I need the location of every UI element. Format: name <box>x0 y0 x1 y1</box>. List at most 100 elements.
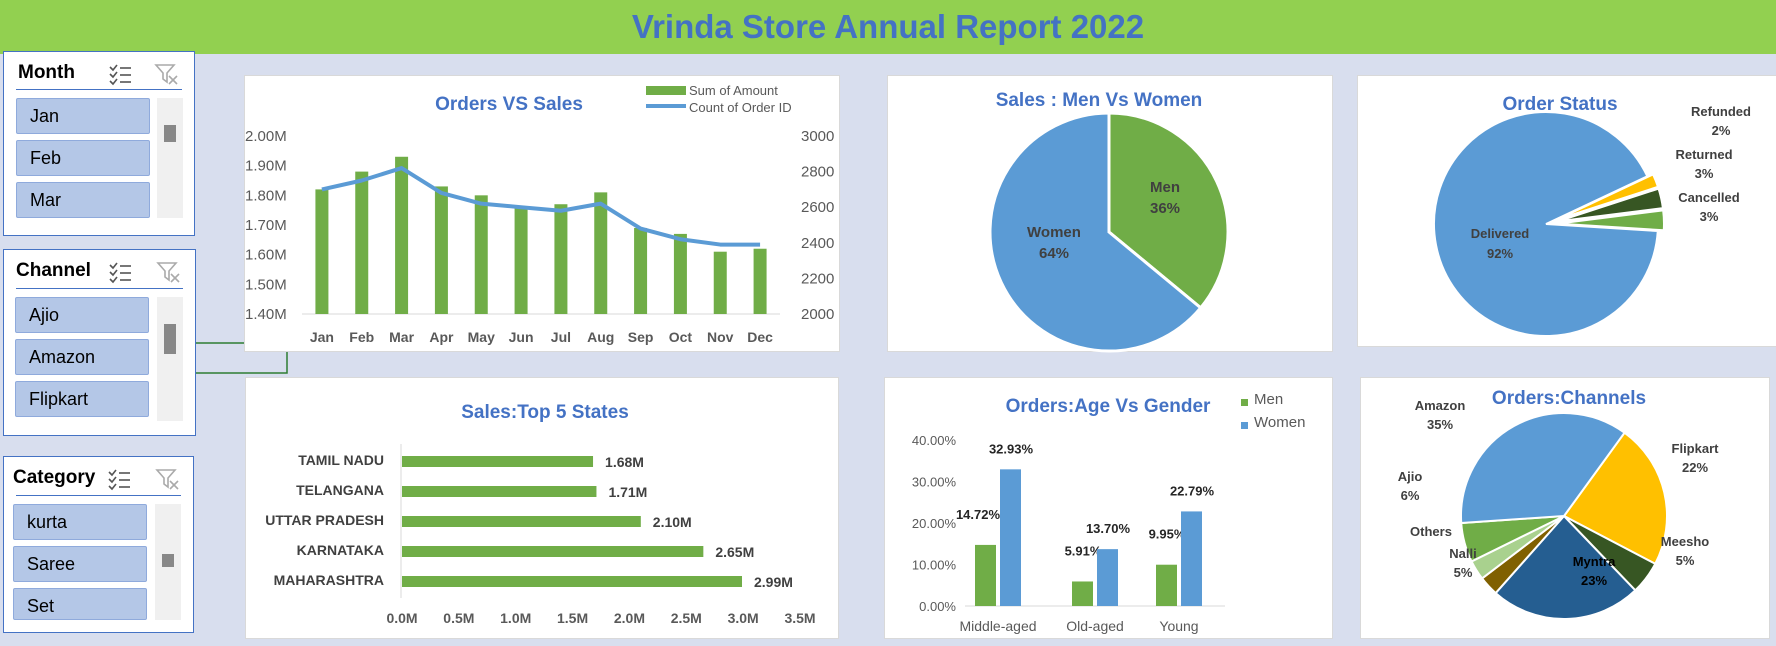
y-tick-label: 40.00% <box>912 433 957 448</box>
y-tick-label: 1.60M <box>245 247 287 264</box>
bar <box>975 544 996 606</box>
x-tick-label: 3.0M <box>728 610 759 626</box>
x-tick-label: Nov <box>707 329 734 345</box>
pie-slice <box>1557 187 1664 223</box>
slicer-divider <box>16 288 183 289</box>
slice-pct: 64% <box>1039 245 1069 262</box>
slice-pct: 3% <box>1695 166 1714 181</box>
slice-label: Men <box>1150 179 1180 196</box>
x-tick-label: 2.0M <box>614 610 645 626</box>
bar <box>1097 549 1118 606</box>
slicer-item-set[interactable]: Set <box>13 588 147 620</box>
slicer-scrollbar[interactable] <box>157 297 183 421</box>
multi-select-icon[interactable] <box>108 62 132 86</box>
x-tick-label: Jan <box>310 329 334 345</box>
slice-label: Refunded <box>1691 104 1751 119</box>
x-tick-label: Aug <box>587 329 614 345</box>
slice-pct: 2% <box>1712 123 1731 138</box>
legend-swatch <box>1241 399 1248 406</box>
chart-title: Orders VS Sales <box>435 94 583 115</box>
multi-select-icon[interactable] <box>108 260 132 284</box>
chart-title: Order Status <box>1502 94 1617 115</box>
slice-label: Myntra <box>1573 554 1616 569</box>
x-tick-label: 0.0M <box>386 610 417 626</box>
x-tick-label: 2.5M <box>671 610 702 626</box>
bar <box>1181 511 1202 606</box>
slicer-scrollbar[interactable] <box>157 98 183 218</box>
x-tick-label: Feb <box>349 329 374 345</box>
men-vs-women-card: Sales : Men Vs Women Men 36% Women 64% <box>887 75 1333 353</box>
slice-label: Others <box>1410 524 1452 539</box>
legend-swatch <box>646 86 686 95</box>
slice-label: Ajio <box>1398 469 1423 484</box>
bar <box>315 189 329 314</box>
clear-filter-icon[interactable] <box>154 62 178 86</box>
x-tick-label: Jul <box>551 329 571 345</box>
legend-label: Men <box>1254 391 1283 408</box>
chart-title: Sales:Top 5 States <box>461 402 629 423</box>
x-tick-label: Oct <box>669 329 693 345</box>
slice-pct: 5% <box>1454 565 1473 580</box>
legend-label: Sum of Amount <box>689 83 778 98</box>
x-tick-label: 3.5M <box>784 610 815 626</box>
order-status-card: Order Status Delivered 92% Cancelled 3% Retur… <box>1357 75 1776 347</box>
data-label: 2.99M <box>754 574 793 590</box>
category-label: UTTAR PRADESH <box>265 512 384 528</box>
scrollbar-thumb[interactable] <box>162 554 174 567</box>
x-tick-label: Jun <box>509 329 534 345</box>
y2-tick-label: 2800 <box>801 164 834 181</box>
bar <box>1156 564 1177 606</box>
x-tick-label: Apr <box>429 329 454 345</box>
slice-pct: 3% <box>1700 209 1719 224</box>
slice-pct: 6% <box>1401 488 1420 503</box>
bar <box>474 195 488 314</box>
y2-tick-label: 2200 <box>801 270 834 287</box>
clear-filter-icon[interactable] <box>156 260 180 284</box>
slice-label: Cancelled <box>1678 190 1739 205</box>
y2-tick-label: 3000 <box>801 128 834 145</box>
pie-slice <box>988 111 1203 353</box>
legend-label: Women <box>1254 414 1305 431</box>
multi-select-icon[interactable] <box>107 467 131 491</box>
slicer-item-saree[interactable]: Saree <box>13 546 147 582</box>
month-slicer-title: Month <box>18 62 75 83</box>
slicer-scrollbar[interactable] <box>155 504 181 620</box>
y-tick-label: 1.90M <box>245 158 287 175</box>
top-states-card: Sales:Top 5 States TAMIL NADU 1.68M TELANGA… <box>245 377 839 639</box>
data-label: 2.65M <box>715 544 754 560</box>
y-tick-label: 2.00M <box>245 128 287 145</box>
slicer-item-amazon[interactable]: Amazon <box>15 339 149 375</box>
y-tick-label: 1.80M <box>245 187 287 204</box>
slicer-item-ajio[interactable]: Ajio <box>15 297 149 333</box>
y-tick-label: 1.50M <box>245 276 287 293</box>
bar <box>434 186 448 314</box>
slicer-item-feb[interactable]: Feb <box>16 140 150 176</box>
data-label: 1.68M <box>605 454 644 470</box>
x-tick-label: Sep <box>628 329 654 345</box>
slice-pct: 22% <box>1682 460 1708 475</box>
category-label: TELANGANA <box>296 482 384 498</box>
slicer-item-flipkart[interactable]: Flipkart <box>15 381 149 417</box>
bar <box>402 486 597 497</box>
clear-filter-icon[interactable] <box>155 467 179 491</box>
slicer-item-jan[interactable]: Jan <box>16 98 150 134</box>
pie-slice <box>1556 173 1660 221</box>
x-tick-label: 1.0M <box>500 610 531 626</box>
slice-pct: 23% <box>1581 573 1607 588</box>
slice-label: Amazon <box>1415 398 1466 413</box>
bar <box>402 516 641 527</box>
slicer-item-kurta[interactable]: kurta <box>13 504 147 540</box>
data-label: 9.95% <box>1149 527 1186 542</box>
scrollbar-thumb[interactable] <box>164 324 176 354</box>
slicer-divider <box>16 495 181 496</box>
y-tick-label: 20.00% <box>912 516 957 531</box>
month-slicer: Month Jan Feb Mar <box>3 51 195 236</box>
x-tick-label: Dec <box>747 329 773 345</box>
slicer-item-mar[interactable]: Mar <box>16 182 150 218</box>
bar <box>594 192 608 314</box>
slice-pct: 5% <box>1676 553 1695 568</box>
scrollbar-thumb[interactable] <box>164 125 176 142</box>
pie-slice <box>1562 431 1668 566</box>
data-label: 2.10M <box>653 514 692 530</box>
